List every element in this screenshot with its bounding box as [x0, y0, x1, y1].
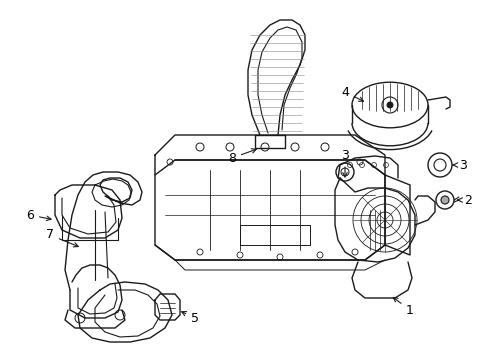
Text: 3: 3 — [452, 158, 466, 171]
Text: 4: 4 — [340, 86, 363, 101]
Text: 3: 3 — [340, 149, 348, 177]
Circle shape — [440, 196, 448, 204]
Text: 1: 1 — [392, 297, 413, 316]
Text: 7: 7 — [46, 229, 78, 247]
Text: 2: 2 — [457, 194, 471, 207]
Text: 8: 8 — [227, 149, 256, 165]
Circle shape — [386, 102, 392, 108]
Text: 5: 5 — [181, 311, 199, 324]
Text: 6: 6 — [26, 208, 51, 221]
